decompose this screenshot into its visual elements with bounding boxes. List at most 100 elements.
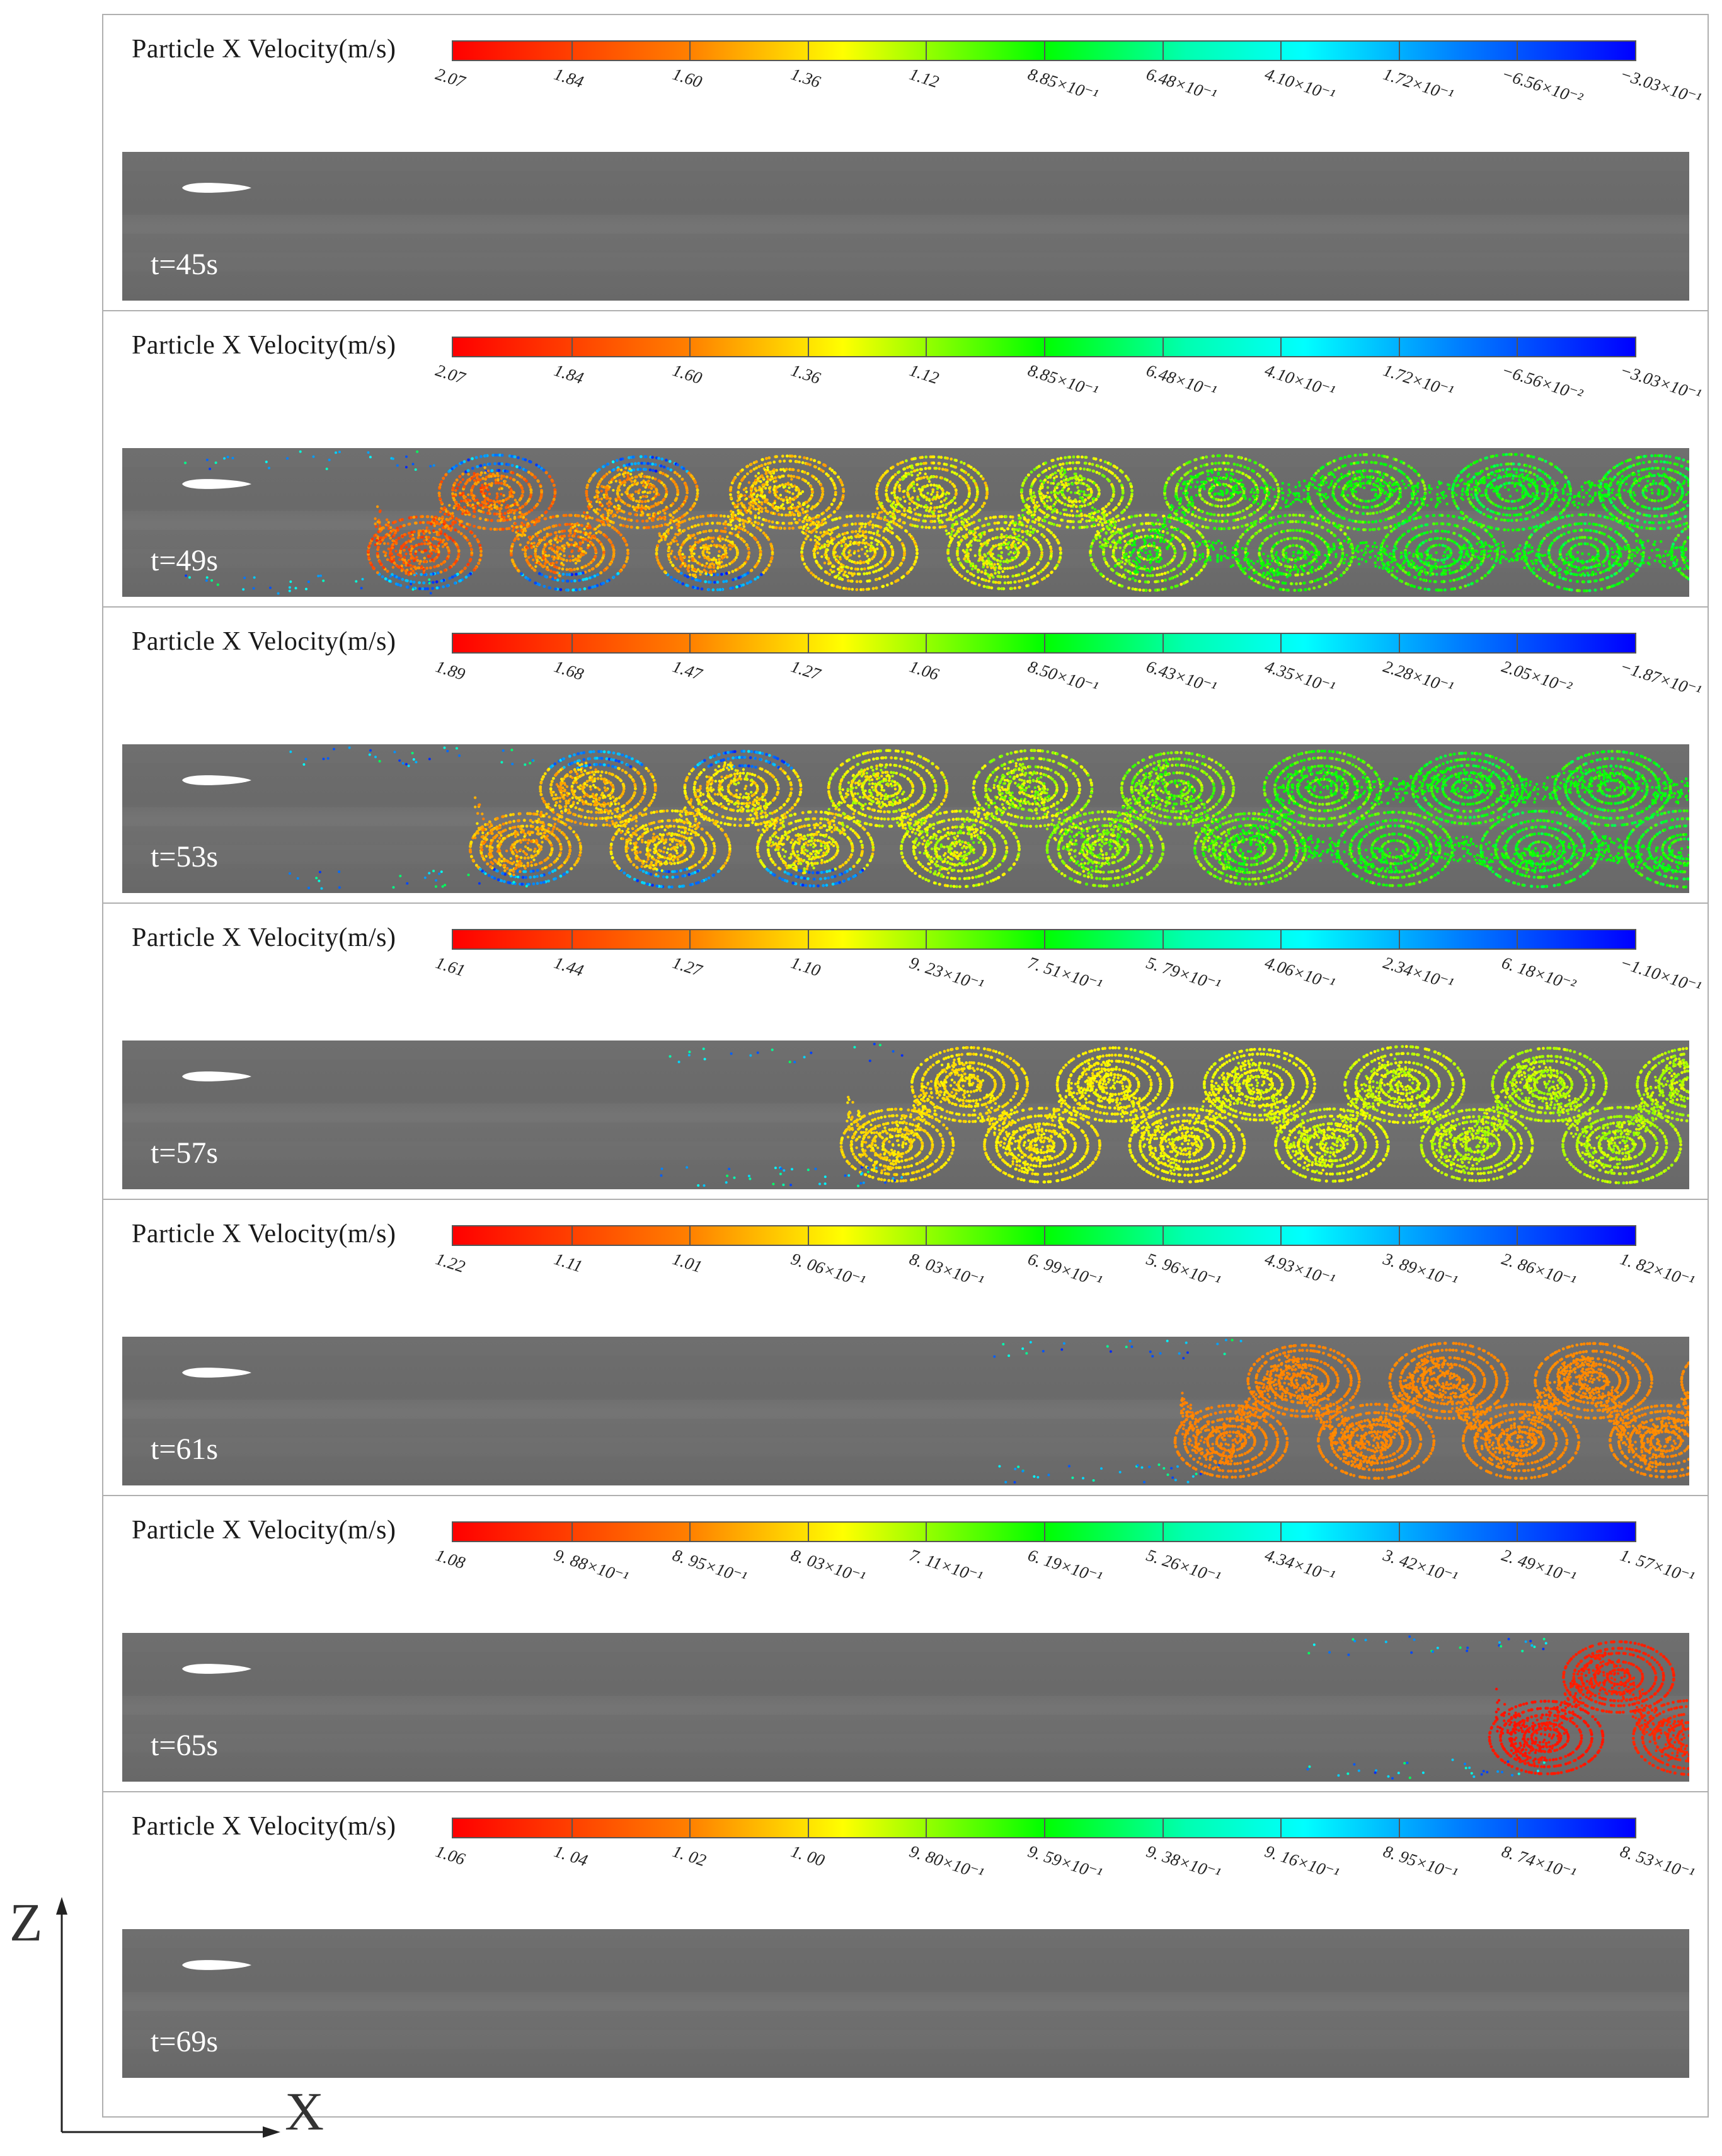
colorbar-tick xyxy=(1398,930,1400,948)
colorbar-tick xyxy=(571,42,573,60)
frame-panel: Particle X Velocity(m/s) 2.07 1.84 1.60 1.36… xyxy=(102,310,1709,606)
colorbar-tick xyxy=(1162,1819,1164,1837)
colorbar-tick-label: 1.61 xyxy=(433,953,468,981)
colorbar-tick-label: 1.89 xyxy=(433,657,468,684)
particle-field xyxy=(184,450,1689,595)
colorbar-tick-label: 1.12 xyxy=(907,64,941,92)
colorbar-tick-label: 1. 00 xyxy=(788,1842,827,1871)
flow-field: t=49s xyxy=(122,448,1689,597)
flow-band xyxy=(122,1696,1689,1715)
colorbar-tick xyxy=(807,42,809,60)
colorbar-tick xyxy=(1044,1819,1045,1837)
colorbar-tick-label: 4.93×10⁻¹ xyxy=(1262,1249,1337,1290)
colorbar-tick-label: 6. 99×10⁻¹ xyxy=(1025,1249,1105,1291)
flow-band xyxy=(122,1400,1689,1419)
colorbar-tick-label: 1.27 xyxy=(670,953,704,981)
colorbar-tick xyxy=(571,930,573,948)
flow-band xyxy=(122,1929,1689,1948)
colorbar-tick-label: 1. 02 xyxy=(670,1842,709,1871)
flow-canvas xyxy=(182,1042,1689,1187)
colorbar-tick-label: 8. 53×10⁻¹ xyxy=(1617,1842,1697,1884)
frame-panel: Particle X Velocity(m/s) 2.07 1.84 1.60 1.36… xyxy=(102,14,1709,310)
frame-panel: Particle X Velocity(m/s) 1.61 1.44 1.27 1.10… xyxy=(102,902,1709,1199)
colorbar-tick-label: −6.56×10⁻² xyxy=(1499,64,1585,109)
colorbar-tick xyxy=(1280,634,1282,652)
colorbar-tick xyxy=(926,1523,927,1541)
colorbar-tick xyxy=(1044,930,1045,948)
time-label: t=45s xyxy=(151,247,218,282)
colorbar-tick-label: 2.34×10⁻¹ xyxy=(1380,953,1455,994)
flow-canvas xyxy=(122,183,1689,272)
colorbar-tick-label: 1.01 xyxy=(670,1249,704,1277)
colorbar-tick xyxy=(689,42,691,60)
colorbar-tick-label: 2.28×10⁻¹ xyxy=(1380,657,1455,698)
colorbar-tick xyxy=(1280,1819,1282,1837)
colorbar-tick-label: 1.44 xyxy=(551,953,586,981)
colorbar-tick-label: 7. 51×10⁻¹ xyxy=(1025,953,1105,995)
flow-field: t=65s xyxy=(122,1633,1689,1782)
colorbar-tick xyxy=(807,930,809,948)
colorbar-tick-label: −6.56×10⁻² xyxy=(1499,360,1585,405)
colorbar-tick-labels: 2.07 1.84 1.60 1.36 1.12 8.85×10⁻¹ 6.48×10⁻¹ 4.… xyxy=(433,64,1704,109)
flow-band xyxy=(122,1438,1689,1456)
coordinate-axes: Z X xyxy=(0,1878,353,2153)
colorbar-tick xyxy=(1044,1226,1045,1245)
hydrofoil-shape xyxy=(182,183,251,193)
flow-canvas xyxy=(182,450,1689,595)
particle-field xyxy=(993,1339,1689,1484)
colorbar-tick xyxy=(926,42,927,60)
colorbar-tick-label: −1.10×10⁻¹ xyxy=(1617,953,1704,998)
colorbar-tick-label: 1.06 xyxy=(907,657,941,684)
hydrofoil-shape xyxy=(182,479,251,489)
colorbar-tick xyxy=(689,1523,691,1541)
colorbar-tick-label: 8. 95×10⁻¹ xyxy=(670,1545,749,1588)
colorbar-tick-label: 9. 16×10⁻¹ xyxy=(1262,1842,1341,1884)
frame-panel: Particle X Velocity(m/s) 1.08 9. 88×10⁻¹ 8.… xyxy=(102,1495,1709,1791)
colorbar-tick-label: 5. 26×10⁻¹ xyxy=(1144,1545,1223,1588)
colorbar-tick-label: 4.10×10⁻¹ xyxy=(1262,360,1337,401)
colorbar-tick-labels: 1.22 1.11 1.01 9. 06×10⁻¹ 8. 03×10⁻¹ 6. 99×10… xyxy=(433,1249,1697,1293)
colorbar-tick-label: 8. 03×10⁻¹ xyxy=(907,1249,986,1291)
flow-field: t=69s xyxy=(122,1929,1689,2078)
colorbar-tick xyxy=(807,1819,809,1837)
z-axis-label: Z xyxy=(9,1891,43,1954)
colorbar-tick-label: 8.85×10⁻¹ xyxy=(1025,64,1100,105)
colorbar-tick xyxy=(689,930,691,948)
flow-canvas xyxy=(182,746,1689,890)
time-label: t=49s xyxy=(151,543,218,578)
colorbar-tick-label: 1.11 xyxy=(551,1249,585,1276)
colorbar-tick xyxy=(1162,1523,1164,1541)
colorbar-tick xyxy=(807,338,809,356)
colorbar-tick xyxy=(689,1819,691,1837)
colorbar-tick-label: 9. 80×10⁻¹ xyxy=(907,1842,986,1884)
flow-field: t=61s xyxy=(122,1337,1689,1485)
time-label: t=65s xyxy=(151,1728,218,1763)
colorbar-tick-label: 1.84 xyxy=(551,64,586,92)
colorbar-tick-label: 4.10×10⁻¹ xyxy=(1262,64,1337,105)
colorbar-tick-labels: 2.07 1.84 1.60 1.36 1.12 8.85×10⁻¹ 6.48×10⁻¹ 4.… xyxy=(433,360,1704,405)
flow-band xyxy=(122,253,1689,272)
colorbar-tick xyxy=(807,1226,809,1245)
flow-canvas xyxy=(122,1929,1689,2049)
colorbar-tick-label: 8. 74×10⁻¹ xyxy=(1499,1842,1578,1884)
colorbar-tick-label: 8.50×10⁻¹ xyxy=(1025,657,1100,698)
colorbar-tick-labels: 1.89 1.68 1.47 1.27 1.06 8.50×10⁻¹ 6.43×10⁻¹ 4.… xyxy=(433,657,1704,701)
colorbar xyxy=(452,1818,1636,1838)
flow-field: t=45s xyxy=(122,152,1689,301)
colorbar-tick-label: 1.68 xyxy=(551,657,586,684)
colorbar-tick-label: 7. 11×10⁻¹ xyxy=(907,1545,985,1587)
colorbar-tick-label: 8.85×10⁻¹ xyxy=(1025,360,1100,401)
colorbar-tick xyxy=(1280,930,1282,948)
flow-band xyxy=(122,2030,1689,2049)
colorbar-tick-label: 6.48×10⁻¹ xyxy=(1144,360,1219,401)
colorbar-tick-labels: 1.06 1. 04 1. 02 1. 00 9. 80×10⁻¹ 9. 59×10⁻¹ 9… xyxy=(433,1842,1697,1886)
colorbar-tick-label: 2. 86×10⁻¹ xyxy=(1499,1249,1578,1291)
colorbar-tick xyxy=(1517,634,1518,652)
colorbar-tick-label: 1. 04 xyxy=(551,1842,590,1871)
colorbar-tick xyxy=(689,338,691,356)
colorbar-title: Particle X Velocity(m/s) xyxy=(132,1515,396,1545)
colorbar-tick-label: 1.72×10⁻¹ xyxy=(1380,360,1455,401)
particle-field xyxy=(1306,1635,1689,1780)
flow-field: t=57s xyxy=(122,1041,1689,1189)
